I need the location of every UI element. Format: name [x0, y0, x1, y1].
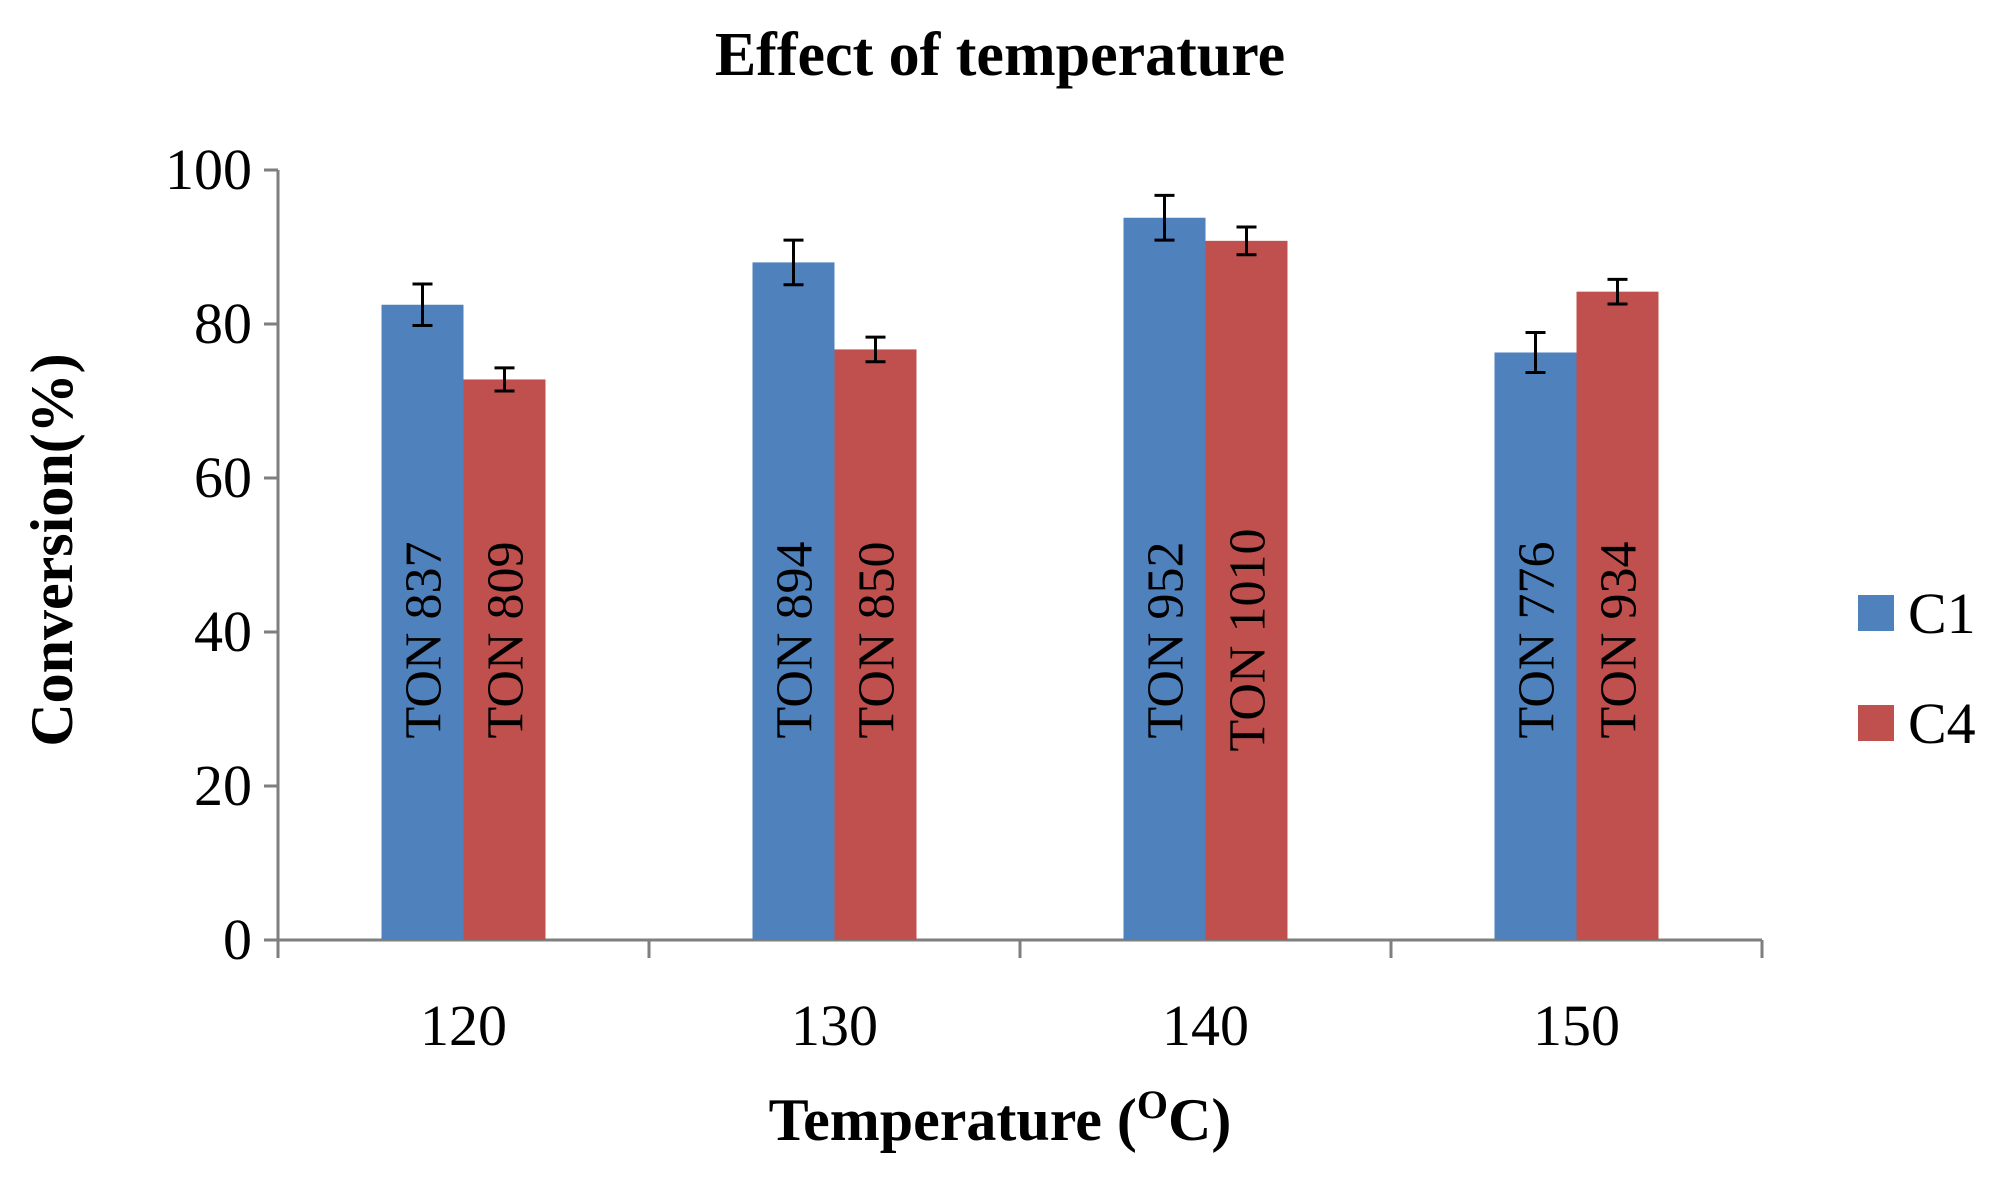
bar-label-c4: TON 934 [1591, 542, 1648, 739]
x-axis-title-end: C) [1168, 1087, 1231, 1153]
x-axis-title-superscript: O [1137, 1082, 1168, 1127]
bar-label-c1: TON 776 [1509, 542, 1566, 739]
bar-c4 [834, 349, 917, 940]
bar-label-c1: TON 952 [1138, 542, 1195, 739]
bar-c1 [1494, 352, 1577, 940]
chart-title: Effect of temperature [715, 21, 1285, 89]
legend: C1 C4 [1858, 581, 1976, 756]
bar-c1 [752, 262, 835, 940]
legend-label-c4: C4 [1908, 691, 1976, 756]
x-axis-title-main: Temperature ( [769, 1087, 1137, 1153]
bar-label-c4: TON 850 [849, 542, 906, 739]
legend-label-c1: C1 [1908, 581, 1976, 646]
y-tick-label: 60 [194, 445, 252, 510]
x-tick-label: 140 [1162, 993, 1249, 1058]
bar-c1 [381, 304, 464, 940]
legend-swatch-c1 [1858, 595, 1894, 631]
x-tick-label: 130 [791, 993, 878, 1058]
y-tick-label: 100 [165, 137, 252, 202]
bar-c1 [1123, 217, 1206, 941]
y-tick-label: 0 [223, 907, 252, 972]
bar-c4 [1205, 240, 1288, 941]
legend-swatch-c4 [1858, 705, 1894, 741]
x-tick-label: 120 [420, 993, 507, 1058]
bar-label-c4: TON 809 [478, 542, 535, 739]
plot-area: 0 20 40 60 80 100 120 130 140 150 TON 837 TON 894 TO… [165, 137, 1764, 1058]
x-tick-label: 150 [1533, 993, 1620, 1058]
y-tick-label: 20 [194, 753, 252, 818]
bar-c4 [463, 379, 546, 940]
bar-label-c1: TON 837 [396, 542, 453, 739]
bar-label-c1: TON 894 [767, 542, 824, 739]
y-axis-title: Conversion(%) [19, 353, 85, 746]
bar-c4 [1576, 291, 1659, 940]
bar-label-c4: TON 1010 [1220, 529, 1277, 752]
x-axis-title: Temperature (OC) [769, 1082, 1232, 1153]
y-tick-label: 40 [194, 599, 252, 664]
y-tick-label: 80 [194, 291, 252, 356]
